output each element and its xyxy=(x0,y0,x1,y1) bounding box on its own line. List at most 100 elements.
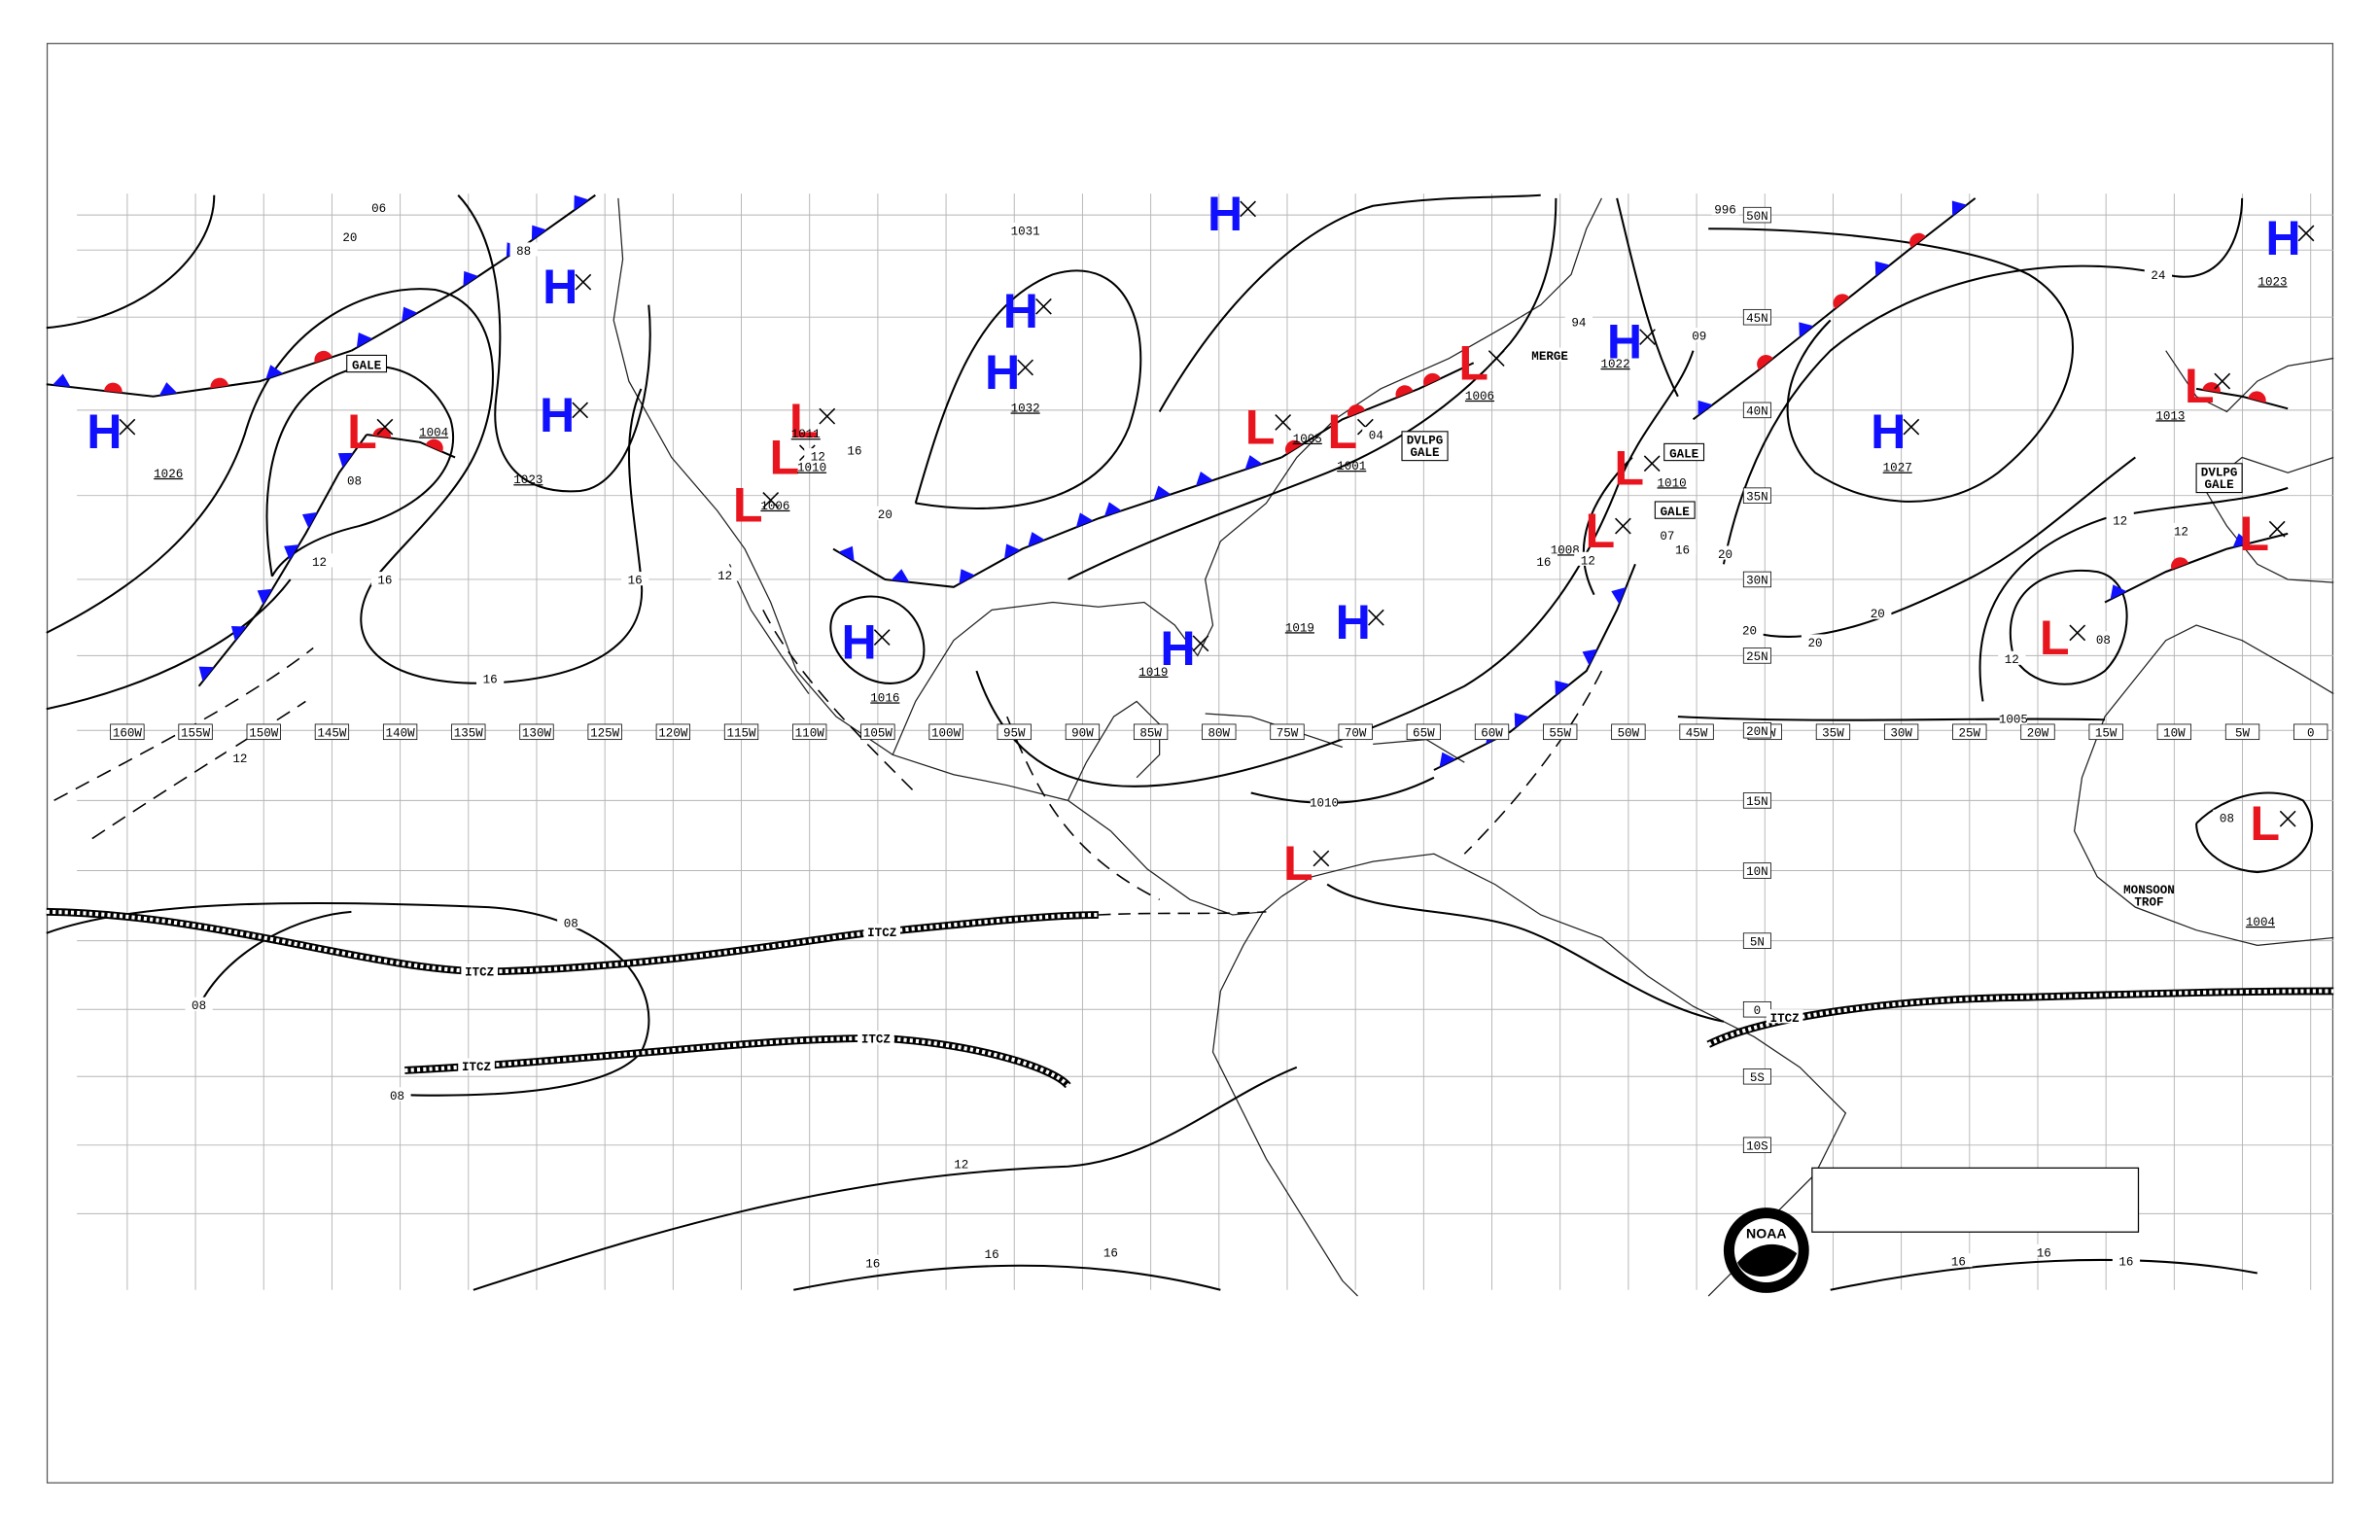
lon-label: 115W xyxy=(726,726,756,740)
warm-front-symbol xyxy=(2170,557,2189,570)
isobar-label: 16 xyxy=(1675,543,1690,557)
isobar-label: 20 xyxy=(1807,637,1822,650)
lat-label-box xyxy=(1742,206,1771,224)
cold-front-symbol xyxy=(1103,502,1122,517)
isobar-label-bg xyxy=(978,1245,1006,1260)
warm-front-symbol xyxy=(1284,439,1303,455)
pressure-center: L xyxy=(769,431,799,485)
warm-front-symbol xyxy=(2248,391,2266,403)
isobar-label: 12 xyxy=(811,451,825,465)
pressure-center: L xyxy=(2250,796,2280,851)
pressure-center: L xyxy=(789,394,820,448)
cold-front-symbol xyxy=(1514,713,1529,728)
lon-label: 55W xyxy=(1549,726,1571,740)
logo-text: NOAA xyxy=(1746,1225,1787,1241)
lon-label: 10W xyxy=(2163,726,2186,740)
cold-front-symbol xyxy=(1582,648,1597,666)
center-cross xyxy=(2297,225,2315,242)
center-cross xyxy=(1275,414,1292,431)
feature-label: DVLPG xyxy=(2201,466,2238,479)
pressure-center: L xyxy=(2239,507,2269,561)
feature-label: ITCZ xyxy=(861,1033,891,1047)
isobar xyxy=(457,194,651,493)
isobar-label: 16 xyxy=(1103,1246,1118,1260)
isobar-label: 12 xyxy=(2005,653,2019,667)
central-pressure: 1019 xyxy=(1285,621,1314,635)
central-pressure: 1001 xyxy=(1337,460,1366,473)
isobar-label-bg xyxy=(2167,522,2195,538)
info-box xyxy=(1811,1167,2140,1233)
coastline xyxy=(1280,853,1847,1297)
lon-label-box xyxy=(2293,723,2328,741)
central-pressure: 1011 xyxy=(791,428,821,441)
isobar-label-bg xyxy=(1097,1243,1125,1258)
center-cross xyxy=(2214,372,2231,390)
isobar-label: 12 xyxy=(2113,515,2127,529)
isobar-label-bg xyxy=(305,553,333,568)
pressure-center: H xyxy=(985,345,1020,400)
lat-label: 45N xyxy=(1746,312,1768,326)
lon-label: 90W xyxy=(1071,726,1094,740)
lat-label-box xyxy=(1742,571,1771,588)
central-pressure: 1027 xyxy=(1883,462,1912,475)
lon-label: 45W xyxy=(1686,726,1708,740)
labels: 160W 155W 150W 145W 140W 135W 130W 125W 120W 115W… xyxy=(87,187,2328,1271)
isobar-label-bg xyxy=(557,914,585,929)
central-pressure: 1013 xyxy=(2155,409,2185,423)
central-pressure: 1006 xyxy=(1465,390,1494,403)
lon-label-box xyxy=(1406,723,1441,741)
front-line xyxy=(2195,387,2289,410)
label-box xyxy=(2195,463,2243,494)
isobar-label: 94 xyxy=(1571,317,1586,331)
pressure-center: H xyxy=(1208,187,1242,241)
lon-label-box xyxy=(1543,723,1578,741)
warm-front-symbol xyxy=(1395,385,1414,399)
pressure-center: H xyxy=(540,388,575,442)
isobar-label-bg xyxy=(1011,222,1039,237)
pressure-center: L xyxy=(1458,336,1488,391)
isobar-label: 12 xyxy=(312,556,327,570)
feature-label: TROF xyxy=(2134,896,2163,910)
lat-label-box xyxy=(1742,402,1771,419)
central-pressure: 1006 xyxy=(760,500,789,513)
central-pressure: 1026 xyxy=(154,468,183,481)
label-box xyxy=(1663,442,1705,462)
isobar-label: 88 xyxy=(516,245,531,259)
pressure-center: H xyxy=(1871,404,1906,459)
center-cross xyxy=(2069,624,2086,642)
isobar-label-bg xyxy=(1711,201,1739,216)
lon-label: 0 xyxy=(2307,726,2315,740)
lon-label-box xyxy=(2088,723,2123,741)
cold-front-symbol xyxy=(1698,400,1713,416)
lon-label: 20W xyxy=(2027,726,2049,740)
isobar xyxy=(1978,486,2289,702)
feature-label: MONSOON xyxy=(2123,884,2175,897)
center-cross xyxy=(376,418,394,436)
coastline xyxy=(728,564,810,694)
cold-front-symbol xyxy=(2232,533,2251,548)
lat-label: 5S xyxy=(1750,1071,1765,1085)
isobar-label-bg xyxy=(1564,314,1593,329)
isobar-label: 20 xyxy=(1871,608,1885,621)
isobar-label: 08 xyxy=(564,918,578,931)
lon-label-box xyxy=(1202,723,1237,741)
map-frame xyxy=(46,43,2334,1484)
pressure-center: L xyxy=(2185,359,2215,413)
isobar-label: 1031 xyxy=(1011,226,1040,239)
lon-label-box xyxy=(860,723,895,741)
isobar-label: 996 xyxy=(1714,204,1736,218)
feature-label: ITCZ xyxy=(462,1061,491,1074)
warm-front-symbol xyxy=(1423,372,1441,387)
lon-label: 140W xyxy=(386,726,416,740)
pressure-center: L xyxy=(1614,441,1644,496)
center-cross xyxy=(819,407,836,425)
lon-label-box xyxy=(2020,723,2055,741)
lon-label-box xyxy=(382,723,418,741)
lon-label-box xyxy=(110,723,145,741)
isobar xyxy=(1582,197,1679,596)
lon-label: 105W xyxy=(863,726,893,740)
warm-front-symbol xyxy=(1833,294,1850,309)
pressure-center: H xyxy=(842,615,877,670)
central-pressure: 1004 xyxy=(419,427,448,440)
isobar xyxy=(793,1264,1221,1291)
